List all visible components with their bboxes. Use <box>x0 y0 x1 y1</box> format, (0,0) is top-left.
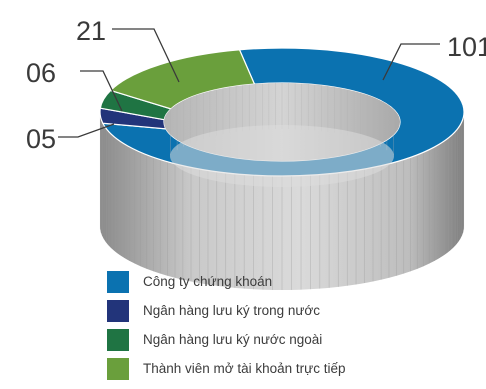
legend-item: Thành viên mở tài khoản trực tiếp <box>107 356 346 381</box>
legend-label-0: Công ty chứng khoán <box>143 274 273 289</box>
legend-label-2: Ngân hàng lưu ký nước ngoài <box>143 332 323 347</box>
legend-label-3: Thành viên mở tài khoản trực tiếp <box>143 361 346 376</box>
legend-swatch-0 <box>107 270 129 293</box>
data-label-0: 101 <box>447 32 486 62</box>
legend-swatch-2 <box>107 328 129 351</box>
legend-item: Ngân hàng lưu ký nước ngoài <box>107 327 346 352</box>
legend-swatch-3 <box>107 357 129 380</box>
donut-outer-wall <box>99 112 465 290</box>
callout-line-1 <box>58 123 115 138</box>
legend-swatch-1 <box>107 299 129 322</box>
data-label-2: 06 <box>26 58 56 88</box>
legend-item: Công ty chứng khoán <box>107 269 346 294</box>
callout-line-2 <box>80 70 123 112</box>
data-label-3: 21 <box>76 16 106 46</box>
donut-hole-floor <box>170 125 394 187</box>
legend-item: Ngân hàng lưu ký trong nước <box>107 298 346 323</box>
donut-slice-3 <box>109 49 256 110</box>
callout-line-3 <box>112 28 180 83</box>
callout-line-0 <box>382 43 440 81</box>
legend-label-1: Ngân hàng lưu ký trong nước <box>143 303 321 318</box>
donut-inner-wall <box>164 83 400 187</box>
donut-callouts: 101 05 06 21 <box>26 16 486 154</box>
legend: Công ty chứng khoán Ngân hàng lưu ký tron… <box>107 269 346 385</box>
data-label-1: 05 <box>26 124 56 154</box>
